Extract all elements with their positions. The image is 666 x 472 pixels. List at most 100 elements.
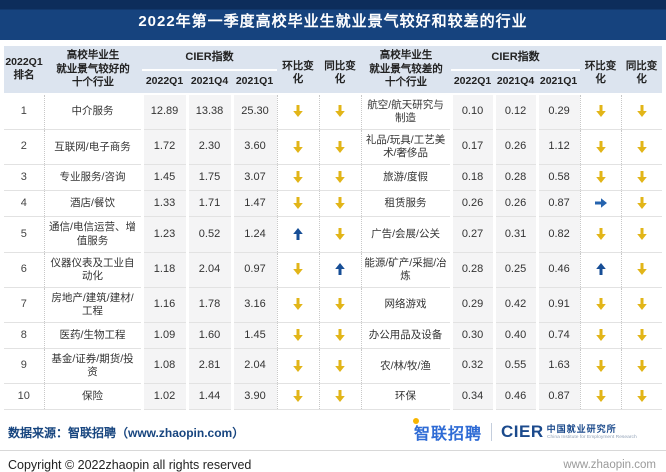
zhaopin-logo-text: 智联招聘: [413, 426, 482, 444]
bad-industry-cell: 环保: [360, 383, 452, 411]
bad-cier-value-2021Q4: 0.12: [492, 93, 538, 131]
bad-yoy-change-cell: [620, 252, 663, 288]
down-arrow-icon: [595, 298, 606, 311]
good-qoq-change-cell: [276, 129, 320, 166]
bad-cier-value-2022Q1: 0.34: [449, 383, 495, 411]
table-row: 8 医药/生物工程 1.09 1.60 1.45 办公用品及设备 0.30 0.40 0.74: [4, 322, 663, 350]
good-qoq-change-cell: [276, 383, 320, 411]
bad-yoy-change-cell: [620, 348, 663, 385]
bad-cier-value-2021Q1: 0.82: [535, 216, 581, 253]
bad-industries-column-header: 高校毕业生 就业景气较差的 十个行业: [361, 46, 452, 95]
bad-industry-cell: 办公用品及设备: [360, 322, 452, 350]
good-qoq-change-cell: [276, 322, 320, 350]
quarter-header-bad-2021q1: 2021Q1: [537, 69, 581, 95]
down-arrow-icon: [335, 390, 345, 403]
good-yoy-change-cell: [318, 383, 362, 411]
quarter-header-bad-2022q1: 2022Q1: [451, 69, 495, 95]
cier-index-group-header-good: CIER指数: [142, 46, 278, 71]
quarter-header-good-2021q4: 2021Q4: [187, 69, 232, 95]
rank-cell: 1: [4, 93, 45, 131]
header-row-1: 2022Q1 排名 高校毕业生 就业景气较好的 十个行业 CIER指数 环比变化…: [4, 46, 663, 95]
qoq-change-header-good: 环比变化: [277, 46, 320, 95]
good-cier-value-2022Q1: 1.09: [140, 322, 187, 350]
good-cier-value-2021Q4: 1.44: [185, 383, 232, 411]
bad-yoy-change-cell: [620, 190, 663, 218]
table-row: 4 酒店/餐饮 1.33 1.71 1.47 租赁服务 0.26 0.26 0.87: [4, 190, 663, 218]
down-arrow-icon: [335, 359, 345, 372]
bad-qoq-change-cell: [579, 252, 622, 288]
good-industries-column-header: 高校毕业生 就业景气较好的 十个行业: [44, 46, 142, 95]
yoy-change-header-bad: 同比变化: [621, 46, 663, 95]
good-qoq-change-cell: [276, 252, 320, 288]
rank-cell: 2: [4, 129, 45, 166]
good-cier-value-2022Q1: 1.45: [140, 164, 187, 192]
good-cier-value-2021Q4: 2.04: [185, 252, 232, 288]
table-row: 7 房地产/建筑/建材/工程 1.16 1.78 3.16 网络游戏 0.29 0.42 0.9…: [4, 287, 663, 324]
good-cier-value-2022Q1: 1.23: [140, 216, 187, 253]
good-cier-value-2022Q1: 1.72: [140, 129, 187, 166]
down-arrow-icon: [293, 105, 303, 118]
qoq-change-header-bad: 环比变化: [580, 46, 622, 95]
good-qoq-change-cell: [276, 93, 320, 131]
rank-cell: 5: [4, 216, 45, 253]
bad-cier-value-2021Q1: 0.87: [535, 383, 581, 411]
good-qoq-change-cell: [276, 287, 320, 324]
good-cier-value-2021Q1: 3.16: [230, 287, 278, 324]
rank-cell: 10: [4, 383, 45, 411]
bad-industry-cell: 网络游戏: [360, 287, 452, 324]
good-cier-value-2022Q1: 1.16: [140, 287, 187, 324]
good-cier-value-2022Q1: 1.08: [140, 348, 187, 385]
footer-divider-line: [0, 450, 666, 452]
down-arrow-icon: [335, 227, 345, 240]
data-source-text: 数据来源：智联招聘（www.zhaopin.com）: [8, 425, 245, 440]
good-yoy-change-cell: [318, 216, 362, 253]
good-industry-cell: 酒店/餐饮: [44, 190, 142, 218]
quarter-header-bad-2021q4: 2021Q4: [494, 69, 538, 95]
good-industry-cell: 保险: [44, 383, 142, 411]
down-arrow-icon: [595, 390, 606, 403]
down-arrow-icon: [637, 359, 647, 372]
title-bar: 2022年第一季度高校毕业生就业景气较好和较差的行业: [0, 0, 666, 40]
table-body: 1 中介服务 12.89 13.38 25.30 航空/航天研究与制造 0.10 0.12 0.…: [4, 93, 663, 411]
good-cier-value-2022Q1: 1.02: [140, 383, 187, 411]
down-arrow-icon: [293, 298, 303, 311]
bad-qoq-change-cell: [579, 129, 622, 166]
copyright-text: Copyright © 2022zhaopin all rights reser…: [8, 458, 252, 472]
down-arrow-icon: [335, 197, 345, 210]
bad-industry-cell: 农/林/牧/渔: [360, 348, 452, 385]
table-row: 2 互联网/电子商务 1.72 2.30 3.60 礼品/玩具/工艺美术/奢侈品 0.17 0…: [4, 129, 663, 166]
bad-cier-value-2022Q1: 0.26: [449, 190, 495, 218]
good-industry-cell: 通信/电信运营、增值服务: [44, 216, 142, 253]
good-cier-value-2021Q1: 3.60: [230, 129, 278, 166]
bad-cier-value-2022Q1: 0.10: [449, 93, 495, 131]
good-yoy-change-cell: [318, 129, 362, 166]
bad-qoq-change-cell: [579, 190, 622, 218]
bad-cier-value-2022Q1: 0.18: [449, 164, 495, 192]
down-arrow-icon: [293, 140, 303, 153]
good-industry-cell: 专业服务/咨询: [44, 164, 142, 192]
good-yoy-change-cell: [318, 287, 362, 324]
rank-cell: 8: [4, 322, 45, 350]
bad-qoq-change-cell: [579, 164, 622, 192]
good-industry-cell: 仪器仪表及工业自动化: [44, 252, 142, 288]
rank-column-header: 2022Q1 排名: [4, 46, 44, 95]
quarter-header-good-2021q1: 2021Q1: [232, 69, 278, 95]
good-cier-value-2021Q1: 25.30: [230, 93, 278, 131]
down-arrow-icon: [595, 227, 606, 240]
table-wrap: 2022Q1 排名 高校毕业生 就业景气较好的 十个行业 CIER指数 环比变化…: [0, 40, 666, 411]
table-row: 3 专业服务/咨询 1.45 1.75 3.07 旅游/度假 0.18 0.28 0.58: [4, 164, 663, 192]
good-industry-cell: 基金/证券/期货/投资: [44, 348, 142, 385]
bad-industry-cell: 能源/矿产/采掘/冶炼: [360, 252, 452, 288]
cier-logo: CIER 中国就业研究所 China Institute for Employm…: [501, 422, 656, 442]
table-row: 5 通信/电信运营、增值服务 1.23 0.52 1.24 广告/会展/公关 0.27 0.3…: [4, 216, 663, 253]
bad-yoy-change-cell: [620, 216, 663, 253]
zhaopin-logo: 智联招聘: [412, 418, 482, 444]
bad-cier-value-2021Q1: 0.74: [535, 322, 581, 350]
good-cier-value-2021Q1: 2.04: [230, 348, 278, 385]
down-arrow-icon: [637, 298, 647, 311]
down-arrow-icon: [595, 359, 606, 372]
good-yoy-change-cell: [318, 252, 362, 288]
down-arrow-icon: [293, 359, 303, 372]
quarter-header-good-2022q1: 2022Q1: [142, 69, 187, 95]
good-cier-value-2022Q1: 12.89: [140, 93, 187, 131]
